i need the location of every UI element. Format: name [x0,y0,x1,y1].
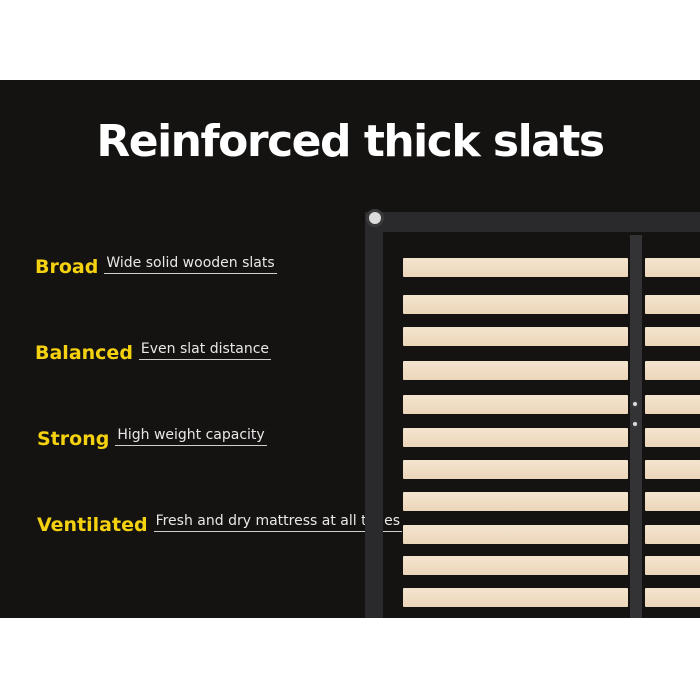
feature-description: Wide solid wooden slats [104,255,277,274]
wooden-slat [645,361,700,380]
wooden-slat [645,327,700,346]
feature-strong: Strong High weight capacity [37,427,267,450]
wooden-slat [645,258,700,277]
wooden-slat [645,525,700,544]
frame-top-rail [365,212,700,232]
feature-broad: Broad Wide solid wooden slats [35,255,277,278]
wooden-slat [403,588,628,607]
bolt-icon [631,400,639,408]
wooden-slat [645,588,700,607]
bolt-icon [366,209,384,227]
feature-label: Strong [37,428,110,450]
wooden-slat [645,295,700,314]
feature-balanced: Balanced Even slat distance [35,341,272,364]
wooden-slat [645,395,700,414]
feature-label: Ventilated [37,514,148,536]
wooden-slat [403,327,628,346]
product-banner: Reinforced thick slats Broad Wide solid … [0,80,700,618]
wooden-slat [403,428,628,447]
wooden-slat [403,395,628,414]
bolt-icon [631,420,639,428]
frame-side-rail [365,220,383,618]
wooden-slat [645,460,700,479]
wooden-slat [403,258,628,277]
wooden-slat [403,492,628,511]
feature-description: Fresh and dry mattress at all times [153,513,403,532]
wooden-slat [403,295,628,314]
feature-label: Balanced [35,342,133,364]
wooden-slat [645,556,700,575]
feature-description: Even slat distance [138,341,272,360]
wooden-slat [645,492,700,511]
wooden-slat [403,556,628,575]
wooden-slat [645,428,700,447]
feature-ventilated: Ventilated Fresh and dry mattress at all… [37,513,403,536]
feature-description: High weight capacity [115,427,267,446]
wooden-slat [403,460,628,479]
wooden-slat [403,525,628,544]
banner-title: Reinforced thick slats [96,116,605,167]
wooden-slat [403,361,628,380]
feature-label: Broad [35,256,99,278]
